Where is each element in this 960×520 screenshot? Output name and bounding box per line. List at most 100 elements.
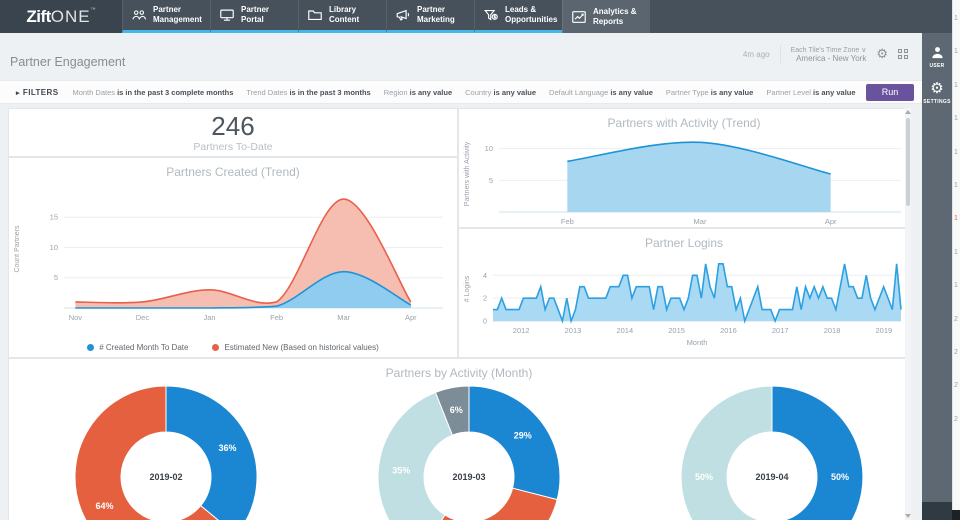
people-icon [131, 7, 147, 23]
dashboard-settings-gear-icon[interactable]: ⚙ [876, 46, 888, 61]
sidebar-item-label: SETTINGS [923, 99, 951, 105]
last-updated-text: 4m ago [742, 49, 770, 59]
filter-country[interactable]: Country is any value [465, 87, 537, 97]
line-chart-icon [571, 9, 587, 25]
right-sidebar: USER ⚙ SETTINGS [922, 33, 952, 520]
chart-title: Partners with Activity (Trend) [607, 116, 761, 130]
timezone-selector[interactable]: Each Tile's Time Zone ∨ America - New Yo… [791, 46, 867, 63]
brand-logo[interactable]: Zift ONE ™ [0, 0, 122, 33]
filters-toggle[interactable]: ▸ FILTERS [16, 88, 58, 97]
chevron-down-icon: ∨ [861, 46, 867, 54]
svg-text:64%: 64% [95, 501, 113, 511]
edge-strip-item: 1 [954, 181, 958, 189]
filter-partner-level[interactable]: Partner Level is any value [766, 87, 856, 97]
scroll-up-arrow-icon[interactable] [905, 110, 911, 114]
edge-strip[interactable]: 1 1 1 1 1 1 1 1 1 2 2 2 2 [952, 0, 960, 520]
nav-item-leads-opportunities[interactable]: Leads & Opportunities [474, 0, 562, 33]
logo-text-bold: Zift [26, 6, 51, 26]
svg-text:6%: 6% [450, 405, 463, 415]
edge-strip-item: 1 [954, 215, 958, 223]
partner-logins-chart: 0 2 4 2012 2013 2014 2015 2016 2017 2018 2019 # Log… [464, 263, 902, 347]
nav-label-line: Partner [417, 5, 446, 14]
filter-trend-dates[interactable]: Trend Dates is in the past 3 months [246, 87, 371, 97]
svg-text:0: 0 [483, 317, 487, 326]
nav-label-line: Management [153, 15, 202, 24]
filter-partner-type[interactable]: Partner Type is any value [665, 87, 754, 97]
nav-label-line: Partner [153, 5, 182, 14]
edge-strip-item: 1 [954, 148, 958, 156]
filter-default-language[interactable]: Default Language is any value [549, 87, 653, 97]
nav-item-partner-portal[interactable]: Partner Portal [210, 0, 298, 33]
edge-strip-item: 2 [954, 415, 958, 423]
scrollbar-thumb[interactable] [906, 118, 910, 206]
filters-label: FILTERS [22, 87, 59, 97]
top-nav: Zift ONE ™ Partner Management Partner Portal… [0, 0, 952, 33]
donut-2019-04: 50% 50% 2019-04 [680, 385, 864, 520]
nav-label-line: Content [329, 15, 360, 24]
sidebar-item-settings[interactable]: ⚙ SETTINGS [922, 69, 952, 105]
svg-text:Mar: Mar [337, 313, 350, 322]
monitor-icon [219, 7, 235, 23]
donut-row: 36% 64% 2019-02 29% 35% 6% 2019-03 50% 50% 2019… [9, 385, 909, 520]
edge-strip-item: 1 [954, 48, 958, 56]
chart-legend: # Created Month To Date Estimated New (Ba… [9, 343, 457, 352]
page-title: Partner Engagement [10, 55, 126, 69]
svg-text:Partners with Activity: Partners with Activity [464, 141, 471, 206]
tile-partners-to-date: 246 Partners To-Date [8, 108, 458, 157]
svg-text:2: 2 [483, 294, 487, 303]
partners-with-activity-chart: 5 10 Feb Mar Apr Partners with Activity [464, 141, 901, 226]
svg-text:2018: 2018 [824, 326, 841, 335]
svg-text:2017: 2017 [772, 326, 789, 335]
nav-label-line: Reports [593, 16, 624, 26]
nav-label-line: Analytics & [593, 6, 637, 16]
svg-text:35%: 35% [392, 466, 410, 476]
sidebar-item-label: USER [929, 63, 945, 69]
svg-text:2016: 2016 [720, 326, 737, 335]
triangle-right-icon: ▸ [16, 89, 20, 97]
sidebar-footer [922, 502, 952, 520]
nav-item-analytics-reports[interactable]: Analytics & Reports [562, 0, 650, 33]
chart-title: Partners by Activity (Month) [385, 366, 533, 380]
nav-item-partner-management[interactable]: Partner Management [122, 0, 210, 33]
nav-item-partner-marketing[interactable]: Partner Marketing [386, 0, 474, 33]
edge-strip-item: 1 [954, 282, 958, 290]
svg-text:Feb: Feb [561, 217, 574, 226]
dashboard: 246 Partners To-Date Partners Created (T… [0, 108, 912, 520]
svg-text:10: 10 [50, 243, 58, 252]
gear-icon: ⚙ [930, 80, 944, 97]
edge-strip-item: 1 [954, 81, 958, 89]
svg-text:2013: 2013 [565, 326, 582, 335]
legend-item: Estimated New (Based on historical value… [212, 343, 379, 352]
nav-item-library-content[interactable]: Library Content [298, 0, 386, 33]
donut-2019-03: 29% 35% 6% 2019-03 [377, 385, 561, 520]
svg-text:2012: 2012 [513, 326, 530, 335]
svg-text:Count Partners: Count Partners [14, 225, 21, 273]
chart-title: Partner Logins [644, 236, 724, 250]
svg-text:2014: 2014 [616, 326, 633, 335]
nav-label-line: Opportunities [505, 15, 558, 24]
nav-label-line: Marketing [417, 15, 455, 24]
run-button[interactable]: Run [866, 83, 914, 101]
scroll-down-arrow-icon[interactable] [905, 514, 911, 518]
svg-text:Dec: Dec [136, 313, 150, 322]
dashboard-scrollbar[interactable] [905, 108, 911, 520]
nav-label-line: Partner [241, 5, 270, 14]
edge-strip-item: 2 [954, 382, 958, 390]
folder-icon [307, 7, 323, 23]
filter-month-dates[interactable]: Month Dates is in the past 3 complete mo… [72, 87, 234, 97]
svg-text:29%: 29% [514, 430, 532, 440]
tile-partners-with-activity-trend: Partners with Activity (Trend) 5 10 Feb Mar… [458, 108, 910, 228]
nav-label-line: Portal [241, 15, 264, 24]
filter-region[interactable]: Region is any value [383, 87, 453, 97]
main-content: Partner Engagement 4m ago Each Tile's Ti… [0, 33, 922, 520]
logo-text-light: ONE [50, 6, 91, 26]
svg-text:Mar: Mar [694, 217, 707, 226]
edge-strip-item: 2 [954, 348, 958, 356]
donut-2019-02: 36% 64% 2019-02 [74, 385, 258, 520]
dashboard-grid-icon[interactable] [898, 49, 908, 59]
user-icon [931, 47, 943, 59]
header-actions: 4m ago Each Tile's Time Zone ∨ America -… [743, 45, 908, 63]
sidebar-item-user[interactable]: USER [922, 33, 952, 69]
edge-strip-item: 1 [954, 248, 958, 256]
